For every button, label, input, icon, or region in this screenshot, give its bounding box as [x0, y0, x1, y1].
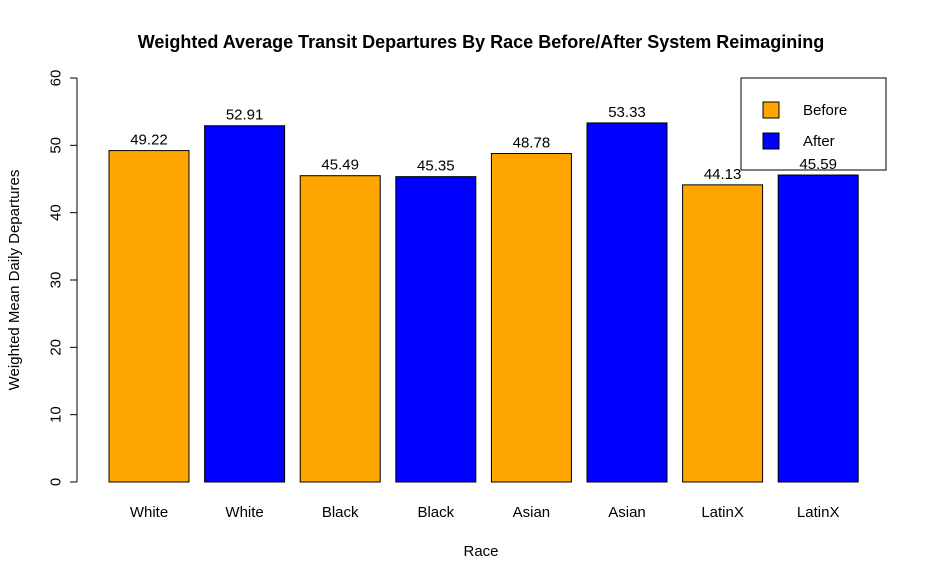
- bar: [395, 176, 477, 483]
- bar: [490, 153, 572, 483]
- x-tick-label: LatinX: [797, 504, 840, 521]
- x-axis-label: Race: [463, 543, 498, 560]
- y-tick-label: 0: [47, 478, 64, 486]
- bar: [777, 174, 859, 483]
- x-tick-label: LatinX: [701, 504, 744, 521]
- y-axis-label: Weighted Mean Daily Departures: [6, 170, 23, 391]
- y-tick-label: 60: [47, 70, 64, 87]
- bar: [682, 184, 764, 483]
- bar: [299, 175, 381, 483]
- x-tick-label: Black: [417, 504, 454, 521]
- x-tick-label: White: [130, 504, 168, 521]
- x-tick-label: Black: [322, 504, 359, 521]
- y-tick-label: 40: [47, 204, 64, 221]
- legend-swatch: [762, 101, 780, 119]
- legend-label: After: [803, 133, 835, 150]
- legend-box: [740, 77, 887, 171]
- y-tick-label: 50: [47, 137, 64, 154]
- data-label: 45.59: [799, 156, 837, 173]
- legend-label: Before: [803, 102, 847, 119]
- bars-group: 49.22 White 52.91 White 45.49 Black 45.35 Black…: [108, 104, 859, 521]
- y-tick-label: 30: [47, 272, 64, 289]
- data-label: 45.49: [321, 157, 359, 174]
- chart-title: Weighted Average Transit Departures By R…: [138, 32, 825, 52]
- legend: Before After: [740, 77, 887, 171]
- y-tick-label: 20: [47, 339, 64, 356]
- data-label: 45.35: [417, 158, 455, 175]
- data-label: 53.33: [608, 104, 646, 121]
- data-label: 52.91: [226, 107, 264, 124]
- x-tick-label: Asian: [608, 504, 646, 521]
- data-label: 44.13: [704, 166, 742, 183]
- x-tick-label: Asian: [513, 504, 551, 521]
- legend-swatch: [762, 132, 780, 150]
- bar: [586, 122, 668, 483]
- bar: [204, 125, 286, 483]
- bar: [108, 150, 190, 483]
- data-label: 48.78: [513, 135, 551, 152]
- data-label: 49.22: [130, 132, 168, 149]
- x-tick-label: White: [225, 504, 263, 521]
- y-tick-label: 10: [47, 406, 64, 423]
- y-axis: 0 10 20 30 40 50 60: [47, 70, 78, 486]
